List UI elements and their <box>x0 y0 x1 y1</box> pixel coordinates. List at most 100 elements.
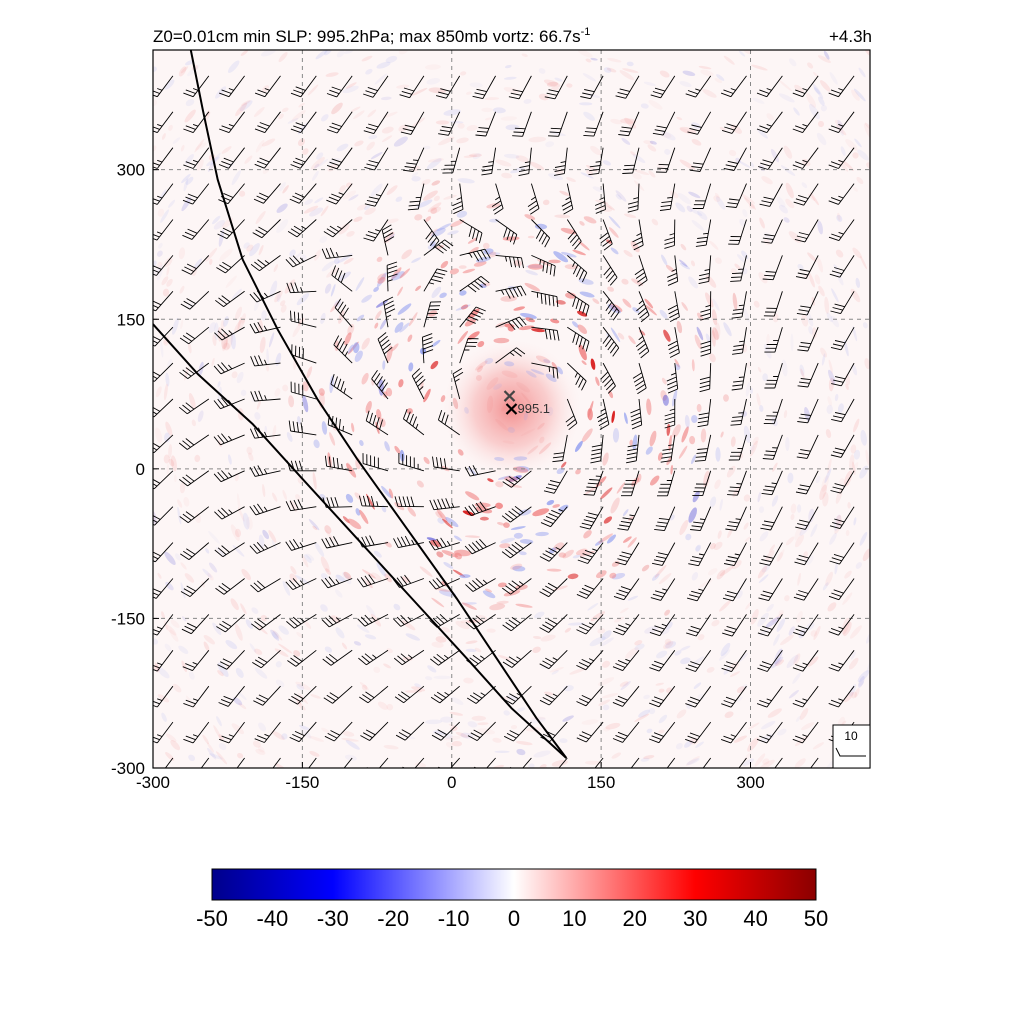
positive-vorticity-cell <box>602 452 609 466</box>
negative-vorticity-cell <box>518 551 527 556</box>
wind-barb <box>423 219 440 250</box>
positive-vorticity-cell <box>262 484 266 498</box>
positive-vorticity-cell <box>657 452 663 461</box>
positive-vorticity-cell <box>495 502 503 509</box>
positive-vorticity-cell <box>836 125 847 136</box>
positive-vorticity-cell <box>849 454 855 471</box>
negative-vorticity-cell <box>423 145 431 150</box>
negative-vorticity-cell <box>397 303 412 315</box>
positive-vorticity-cell <box>513 306 526 311</box>
positive-vorticity-cell <box>361 684 368 691</box>
negative-vorticity-cell <box>185 60 195 66</box>
positive-vorticity-cell <box>689 435 696 445</box>
positive-vorticity-cell <box>278 643 293 654</box>
wind-barb <box>182 183 210 205</box>
positive-vorticity-cell <box>307 84 319 96</box>
negative-vorticity-cell <box>644 626 658 634</box>
wind-barb <box>365 410 389 436</box>
wind-barb <box>501 505 532 523</box>
positive-vorticity-cell <box>430 206 442 214</box>
wind-barb <box>153 614 174 636</box>
negative-vorticity-cell <box>416 199 433 209</box>
positive-vorticity-cell <box>705 292 714 308</box>
positive-vorticity-cell <box>331 102 343 115</box>
negative-vorticity-cell <box>457 178 475 184</box>
positive-vorticity-cell <box>820 80 831 92</box>
negative-vorticity-cell <box>262 529 270 540</box>
negative-vorticity-cell <box>788 690 799 699</box>
positive-vorticity-cell <box>240 603 247 615</box>
negative-vorticity-cell <box>643 694 650 700</box>
negative-vorticity-cell <box>504 361 515 367</box>
negative-vorticity-cell <box>443 733 453 739</box>
wind-barb <box>393 535 424 549</box>
positive-vorticity-cell <box>376 409 382 420</box>
negative-vorticity-cell <box>304 198 314 205</box>
wind-barb <box>331 265 353 292</box>
positive-vorticity-cell <box>820 347 828 358</box>
wind-barb <box>731 291 747 319</box>
y-tick-label: -150 <box>111 609 145 628</box>
negative-vorticity-cell <box>742 758 755 766</box>
positive-vorticity-cell <box>475 374 482 381</box>
negative-vorticity-cell <box>855 277 861 289</box>
positive-vorticity-cell <box>223 342 230 351</box>
positive-vorticity-cell <box>843 621 852 637</box>
wind-barb <box>756 111 783 134</box>
wind-barb <box>286 614 317 629</box>
wind-barb <box>792 650 819 672</box>
positive-vorticity-cell <box>619 70 635 81</box>
positive-vorticity-cell <box>178 66 187 77</box>
negative-vorticity-cell <box>646 728 653 734</box>
positive-vorticity-cell <box>466 124 478 132</box>
positive-vorticity-cell <box>462 268 476 274</box>
positive-vorticity-cell <box>785 536 795 546</box>
wind-barb <box>725 183 747 208</box>
negative-vorticity-cell <box>185 99 195 107</box>
positive-vorticity-cell <box>827 396 833 406</box>
wind-barb <box>796 291 819 316</box>
positive-vorticity-cell <box>812 327 817 339</box>
positive-vorticity-cell <box>603 726 611 732</box>
negative-vorticity-cell <box>249 243 260 257</box>
negative-vorticity-cell <box>675 202 686 213</box>
positive-vorticity-cell <box>565 292 576 299</box>
negative-vorticity-cell <box>862 322 868 329</box>
negative-vorticity-cell <box>462 602 477 605</box>
positive-vorticity-cell <box>796 611 803 623</box>
wind-barb <box>831 362 855 387</box>
positive-vorticity-cell <box>489 603 506 611</box>
negative-vorticity-cell <box>780 165 796 176</box>
negative-vorticity-cell <box>235 667 244 678</box>
negative-vorticity-cell <box>788 58 797 67</box>
negative-vorticity-cell <box>607 304 621 314</box>
positive-vorticity-cell <box>170 740 181 751</box>
wind-barb <box>218 147 245 169</box>
negative-vorticity-cell <box>776 618 786 632</box>
wind-barb <box>214 542 245 558</box>
negative-vorticity-cell <box>662 394 669 406</box>
wind-barb <box>552 434 568 463</box>
wind-barb <box>828 650 855 672</box>
wind-barb <box>183 685 210 708</box>
wind-barb <box>579 506 604 530</box>
wind-barbs <box>153 75 855 768</box>
negative-vorticity-cell <box>535 531 549 537</box>
positive-vorticity-cell <box>518 325 535 331</box>
positive-vorticity-cell <box>383 745 399 750</box>
positive-vorticity-cell <box>595 376 600 386</box>
wind-barb <box>602 255 618 286</box>
positive-vorticity-cell <box>377 276 386 284</box>
positive-vorticity-cell <box>321 727 330 733</box>
positive-vorticity-cell <box>361 55 373 62</box>
positive-vorticity-cell <box>179 285 185 294</box>
positive-vorticity-cell <box>537 422 545 430</box>
positive-vorticity-cell <box>575 469 581 475</box>
positive-vorticity-cell <box>794 534 805 548</box>
wind-barb <box>287 219 317 238</box>
negative-vorticity-cell <box>164 551 176 566</box>
negative-vorticity-cell <box>787 472 794 484</box>
positive-vorticity-cell <box>743 522 749 530</box>
wind-barb <box>178 434 210 450</box>
negative-vorticity-cell <box>385 55 398 63</box>
